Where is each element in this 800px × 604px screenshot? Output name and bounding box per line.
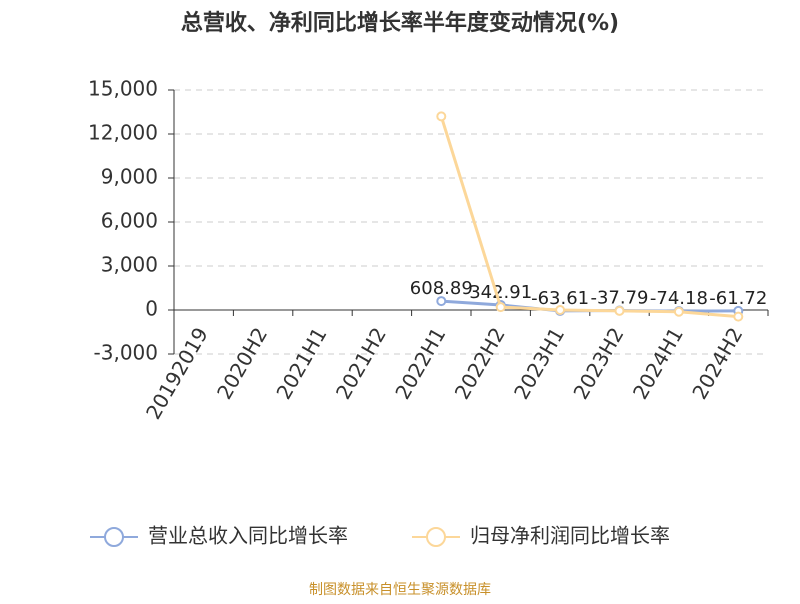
x-tick-label: 2024H2 [687, 323, 747, 403]
data-label: -61.72 [709, 288, 767, 309]
source-note: 制图数据来自恒生聚源数据库 [309, 582, 491, 598]
legend-marker [426, 527, 446, 547]
legend-label: 营业总收入同比增长率 [148, 524, 348, 548]
data-label: -63.61 [531, 288, 589, 309]
legend-label: 归母净利润同比增长率 [470, 524, 670, 548]
y-tick-label: 3,000 [101, 253, 158, 277]
x-tick-label: 2022H2 [450, 323, 510, 403]
x-tick-label: 2021H1 [271, 323, 331, 403]
legend-marker [104, 527, 124, 547]
series-line [439, 115, 739, 319]
data-point [495, 302, 506, 313]
data-label: -37.79 [590, 288, 648, 309]
chart-title: 总营收、净利同比增长率半年度变动情况(%) [181, 10, 619, 36]
data-point [733, 311, 744, 322]
data-label: 608.89 [410, 278, 473, 299]
data-point [614, 305, 625, 316]
x-tick-label: 2021H2 [331, 323, 391, 403]
data-point [673, 306, 684, 317]
y-tick-label: 6,000 [101, 209, 158, 233]
x-tick-label: 2023H2 [568, 323, 628, 403]
y-tick-label: 12,000 [88, 121, 158, 145]
x-tick-label: 20192019 [141, 323, 213, 423]
data-label: -74.18 [650, 288, 708, 309]
y-tick-label: 0 [145, 297, 158, 321]
y-tick-label: -3,000 [94, 341, 158, 365]
x-tick-label: 2023H1 [509, 323, 569, 403]
data-point [436, 111, 447, 122]
x-tick-label: 2024H1 [628, 323, 688, 403]
y-tick-label: 9,000 [101, 165, 158, 189]
data-point [436, 296, 447, 307]
data-label: 342.91 [469, 282, 532, 303]
x-tick-label: 2022H1 [390, 323, 450, 403]
x-tick-label: 2020H2 [212, 323, 272, 403]
y-tick-label: 15,000 [88, 77, 158, 101]
data-point [555, 305, 566, 315]
